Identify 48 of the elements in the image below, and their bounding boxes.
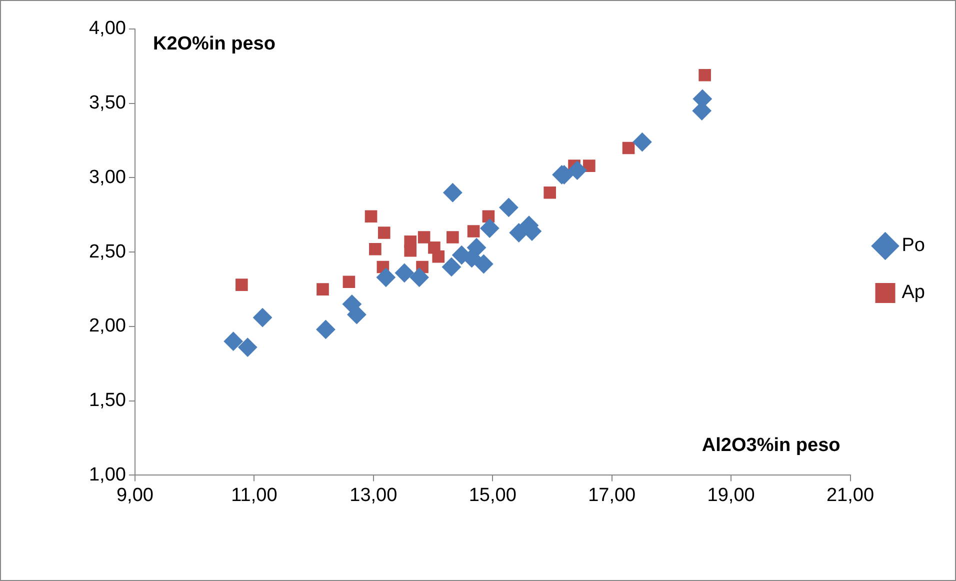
point <box>568 160 587 180</box>
point <box>253 308 272 328</box>
x-tick-label: 13,00 <box>350 484 398 506</box>
legend-label: Po <box>902 235 926 256</box>
point <box>467 225 480 238</box>
point <box>394 263 414 282</box>
point <box>378 226 390 239</box>
point <box>224 332 243 351</box>
point <box>622 142 635 154</box>
point <box>238 338 258 357</box>
point <box>474 254 494 274</box>
point <box>432 250 445 263</box>
point <box>698 68 711 82</box>
point <box>480 218 500 238</box>
point <box>544 186 556 199</box>
point <box>583 160 596 172</box>
x-tick-label: 15,00 <box>468 484 516 506</box>
y-tick-label: 2,00 <box>88 316 126 337</box>
point <box>446 231 459 244</box>
point <box>404 244 417 257</box>
x-tick-label: 17,00 <box>588 484 636 506</box>
point <box>442 257 461 276</box>
point <box>418 231 430 244</box>
x-tick-label: 11,00 <box>231 484 278 506</box>
x-axis-title: Al2O3%in peso <box>702 434 840 456</box>
point <box>316 283 329 296</box>
y-tick-label: 1,50 <box>88 390 126 412</box>
point <box>342 276 356 288</box>
x-tick-label: 21,00 <box>826 484 874 506</box>
point <box>236 278 248 291</box>
y-axis-title: K2O%in peso <box>152 34 276 55</box>
x-tick-label: 9,00 <box>116 484 154 506</box>
point <box>316 320 336 339</box>
point <box>410 268 429 287</box>
y-tick-label: 3,00 <box>88 166 126 188</box>
y-tick-label: 2,50 <box>88 241 126 262</box>
y-tick-label: 1,00 <box>88 464 126 486</box>
legend-label: Ap <box>902 282 926 304</box>
point <box>443 183 462 202</box>
y-tick-label: 3,50 <box>88 92 126 114</box>
point <box>499 198 518 217</box>
x-tick-label: 19,00 <box>707 484 755 506</box>
point <box>347 305 366 324</box>
y-tick-label: 4,00 <box>88 18 126 40</box>
point <box>364 210 378 223</box>
point <box>632 132 652 152</box>
point <box>369 242 382 256</box>
point <box>376 268 396 287</box>
